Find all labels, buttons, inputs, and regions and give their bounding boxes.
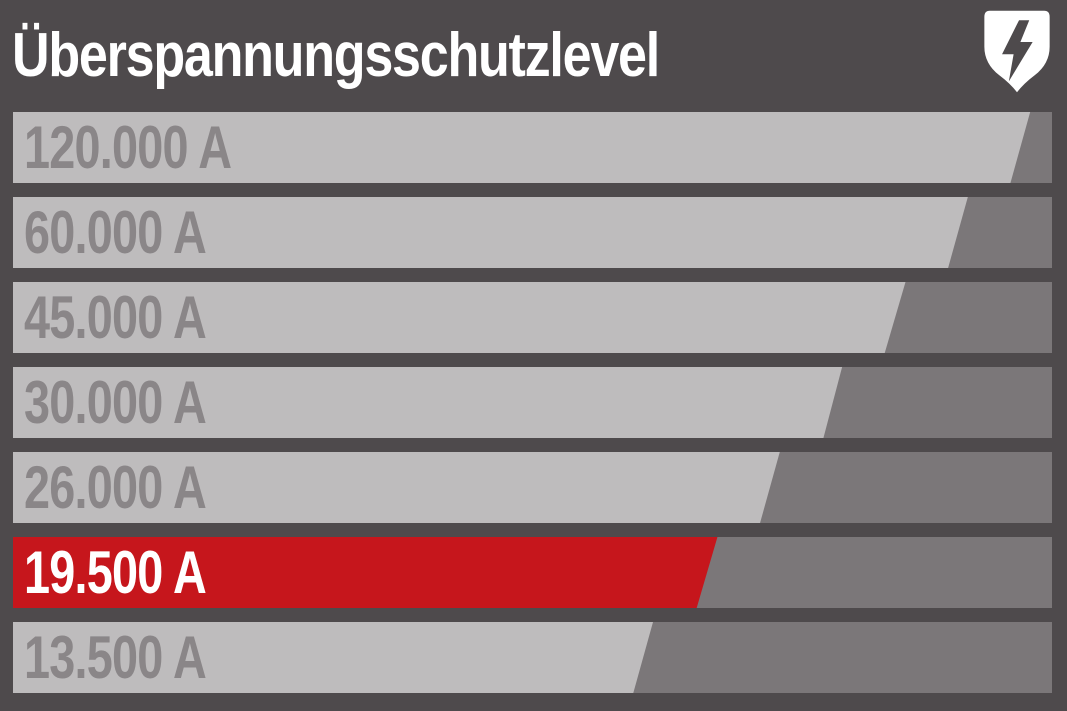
bar-row: 30.000 A — [13, 367, 1052, 438]
bar-fill — [13, 537, 718, 608]
bar-label-text: 13.500 A — [24, 623, 207, 691]
bar-row: 13.500 A — [13, 622, 1052, 693]
bar-label: 45.000 A — [24, 282, 257, 353]
page-title-text: Überspannungsschutzlevel — [12, 21, 660, 90]
page-title: Überspannungsschutzlevel — [12, 0, 782, 112]
bar-fill — [13, 622, 654, 693]
bar-label-text: 60.000 A — [24, 198, 207, 266]
bar-label-text: 30.000 A — [24, 368, 207, 436]
bar-label-text: 120.000 A — [24, 113, 232, 181]
bar-label-text: 45.000 A — [24, 283, 207, 351]
shield-lightning-svg — [984, 10, 1050, 93]
bar-row: 19.500 A — [13, 537, 1052, 608]
bar-row: 60.000 A — [13, 197, 1052, 268]
bar-label: 60.000 A — [24, 197, 257, 268]
bar-row: 45.000 A — [13, 282, 1052, 353]
bar-label-text: 26.000 A — [24, 453, 207, 521]
header: Überspannungsschutzlevel — [0, 0, 1067, 108]
bar-fill — [13, 367, 843, 438]
bar-label: 120.000 A — [24, 112, 290, 183]
bar-label: 30.000 A — [24, 367, 257, 438]
bar-fill — [13, 112, 1031, 183]
bar-chart: 120.000 A 60.000 A 45.000 A 30.000 A 26.… — [13, 112, 1052, 707]
bar-label: 19.500 A — [24, 537, 257, 608]
bar-label: 13.500 A — [24, 622, 257, 693]
bar-label: 26.000 A — [24, 452, 257, 523]
bar-row: 120.000 A — [13, 112, 1052, 183]
bar-fill — [13, 452, 780, 523]
bar-fill — [13, 282, 906, 353]
bar-fill — [13, 197, 968, 268]
bar-label-text: 19.500 A — [24, 538, 207, 606]
bar-row: 26.000 A — [13, 452, 1052, 523]
shield-lightning-icon — [983, 9, 1051, 94]
